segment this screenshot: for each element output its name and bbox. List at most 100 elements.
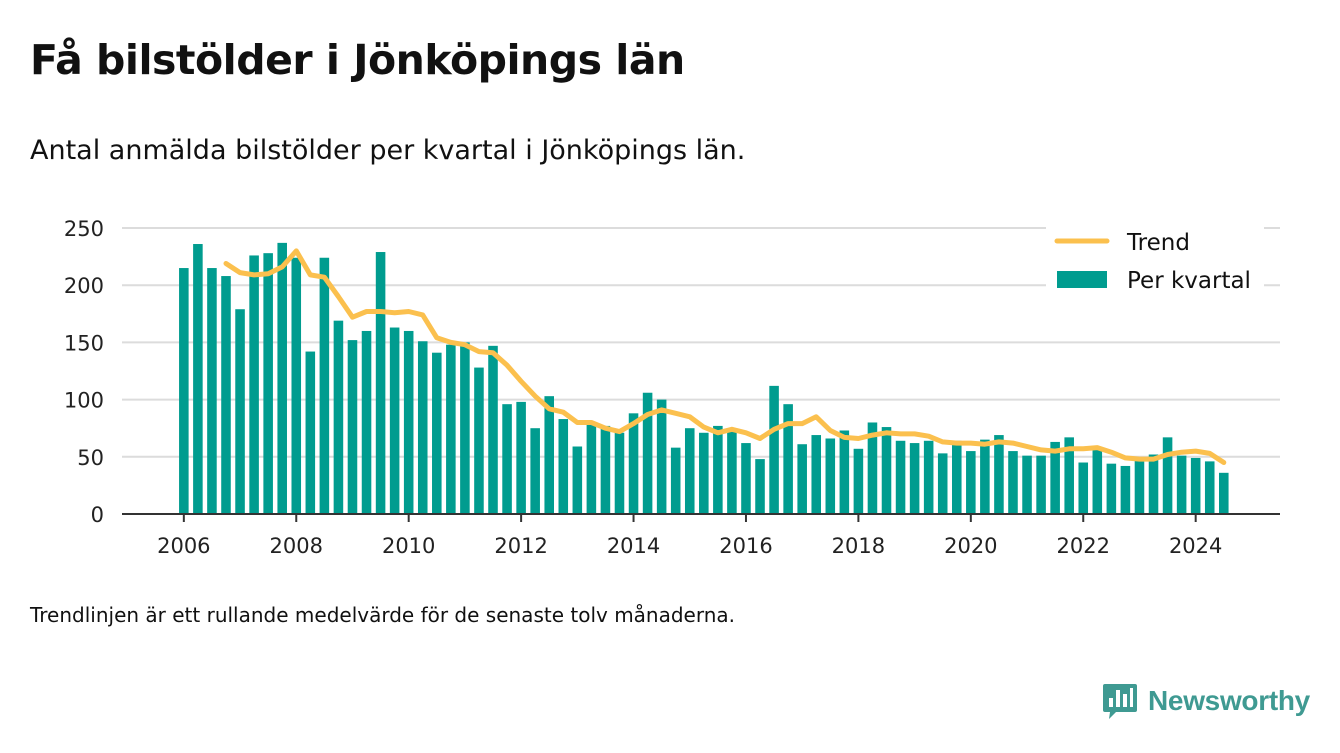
bar	[432, 352, 442, 514]
bar	[1022, 455, 1032, 514]
page-title: Få bilstölder i Jönköpings län	[30, 36, 685, 84]
bar	[1106, 463, 1117, 514]
legend-label-trend: Trend	[1126, 230, 1190, 256]
bar	[1176, 455, 1187, 514]
bar	[1190, 457, 1201, 514]
bar	[881, 427, 892, 514]
bar	[179, 268, 189, 514]
bar	[235, 309, 245, 514]
bar	[783, 404, 793, 514]
bar	[755, 459, 765, 514]
bar	[656, 399, 667, 514]
bar	[1148, 454, 1159, 514]
trend-series	[223, 248, 1227, 465]
chart: 0 50 100 150 200 250 2006 2008 2010 2012 2014 2016 2…	[64, 217, 1280, 558]
y-tick-label: 50	[77, 446, 104, 470]
bar	[1219, 472, 1229, 514]
bar	[1078, 462, 1089, 514]
bar	[446, 344, 456, 514]
bar	[1162, 437, 1173, 514]
bar-series	[179, 242, 1229, 515]
axes: 0 50 100 150 200 250 2006 2008 2010 2012 2014 2016 2…	[64, 217, 1280, 558]
bar	[488, 345, 498, 514]
bar	[825, 438, 836, 514]
bar	[333, 320, 344, 514]
footnote: Trendlinjen är ett rullande medelvärde f…	[30, 603, 736, 627]
bar	[403, 330, 414, 514]
bar	[319, 257, 330, 514]
x-tick-label: 2008	[270, 534, 323, 558]
bar	[417, 341, 428, 514]
bar	[516, 401, 526, 514]
bar	[375, 252, 386, 515]
bar	[221, 276, 231, 514]
bar	[572, 446, 583, 514]
x-tick-label: 2006	[157, 534, 210, 558]
x-tick-label: 2016	[719, 534, 772, 558]
bar	[347, 340, 358, 514]
bar	[474, 367, 484, 514]
bar	[1120, 465, 1131, 514]
bar	[713, 425, 723, 514]
x-tick-label: 2020	[944, 534, 997, 558]
bar	[642, 392, 653, 514]
bar	[305, 351, 316, 514]
bar	[741, 443, 751, 514]
y-tick-label: 200	[64, 274, 104, 298]
bar	[994, 435, 1004, 514]
y-tick-label: 0	[91, 503, 104, 527]
bar	[558, 419, 569, 514]
x-tick-label: 2024	[1169, 534, 1222, 558]
bar	[769, 385, 779, 514]
bar	[797, 444, 807, 514]
bar	[684, 428, 695, 514]
bar	[727, 430, 737, 514]
bar	[1092, 449, 1103, 514]
y-tick-label: 250	[64, 217, 104, 241]
bar	[628, 413, 639, 514]
bar	[249, 255, 259, 514]
x-tick-label: 2010	[382, 534, 435, 558]
bar	[966, 451, 976, 514]
bar	[895, 440, 906, 514]
bar	[614, 432, 625, 514]
brand[interactable]: Newsworthy	[1102, 682, 1310, 720]
bar	[1064, 437, 1074, 514]
trend-line	[223, 248, 1227, 465]
legend: Trend Per kvartal	[1046, 224, 1264, 300]
bar	[544, 396, 555, 514]
newsworthy-logo-icon	[1103, 684, 1137, 719]
bar	[389, 327, 400, 514]
bar	[502, 404, 512, 514]
bar	[291, 257, 302, 514]
bar	[1134, 460, 1145, 514]
bar	[207, 268, 217, 514]
x-tick-label: 2022	[1057, 534, 1110, 558]
page-subtitle: Antal anmälda bilstölder per kvartal i J…	[30, 135, 746, 166]
bar	[277, 242, 287, 514]
bar	[1008, 451, 1018, 514]
bar	[460, 342, 470, 514]
x-tick-label: 2012	[494, 534, 547, 558]
legend-bar-swatch	[1057, 271, 1107, 288]
bar	[1036, 455, 1046, 514]
brand-name: Newsworthy	[1148, 685, 1310, 716]
bar	[530, 428, 540, 514]
bar	[263, 253, 273, 514]
x-tick-label: 2018	[832, 534, 885, 558]
bar	[193, 244, 203, 515]
y-tick-label: 150	[64, 331, 104, 355]
bar	[867, 422, 878, 514]
bar	[811, 435, 822, 514]
legend-label-per-kvartal: Per kvartal	[1127, 268, 1251, 294]
bar	[699, 432, 709, 514]
bar	[586, 422, 597, 514]
x-tick-label: 2014	[607, 534, 660, 558]
y-tick-label: 100	[64, 389, 104, 413]
bar	[909, 443, 920, 514]
bar	[1050, 441, 1060, 514]
bar	[980, 439, 990, 514]
bar	[951, 440, 962, 514]
bar	[1204, 461, 1215, 514]
bar	[839, 430, 850, 514]
